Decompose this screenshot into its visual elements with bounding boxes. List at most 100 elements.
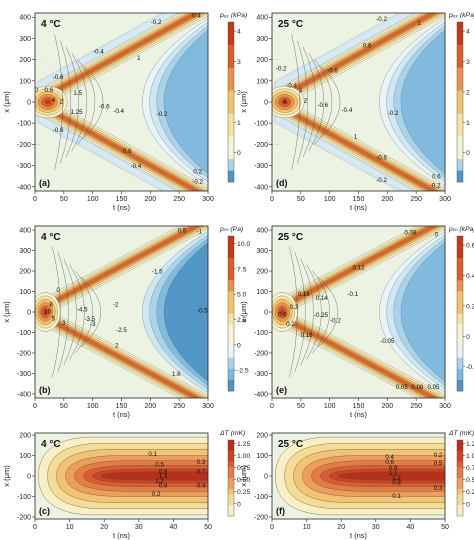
y-tick-label: 100 [19, 78, 31, 85]
x-tick-label: 100 [87, 196, 99, 203]
chart-panel-f: 0.40.60.91.11.20.80.10.20.50.325 °C(f)0 1… [239, 430, 474, 540]
contour-line [294, 252, 306, 372]
contour-label: 0.3 [434, 485, 443, 492]
contour-line [308, 53, 324, 151]
colorbar-segment [457, 313, 463, 325]
heat-region [38, 436, 208, 516]
colorbar-frame [456, 21, 464, 183]
contour-label: -0.6 [53, 74, 64, 81]
colorbar-segment [457, 102, 463, 114]
y-tick-label: -300 [254, 163, 268, 170]
colorbar-frame [456, 235, 464, 392]
contour-label: -1.5 [152, 269, 163, 276]
colorbar-title: ΔT (mK) [448, 430, 474, 437]
wave-arm-band [35, 309, 201, 398]
contour-label: 0.5 [178, 228, 187, 235]
x-tick-label: 0 [33, 403, 37, 410]
colorbar-tick-label: 0 [466, 501, 470, 508]
colorbar-segment [457, 505, 463, 511]
colorbar: 0.6 0.4 0.2 0 -0.2 pₜₕ (kPa) [448, 226, 474, 392]
contour-label: -0.6 [376, 155, 387, 162]
colorbar-tick-label: 1.25 [466, 441, 474, 448]
y-tick-label: 200 [256, 433, 268, 440]
x-tick-label: 20 [100, 524, 108, 531]
negative-region [379, 231, 445, 393]
wave-arm-band [272, 98, 441, 191]
y-tick-label: -300 [17, 371, 31, 378]
contour-line [77, 59, 96, 145]
x-axis-label: t (ns) [113, 410, 131, 419]
x-tick-label: 0 [33, 196, 37, 203]
contour-line [314, 59, 333, 145]
colorbar-segment [457, 450, 463, 457]
wave-arm-band [272, 13, 445, 110]
colorbar-tick-label: 1.00 [466, 453, 474, 460]
outer-negative-band [37, 13, 178, 91]
source-contour [279, 308, 285, 316]
colorbar-segment [457, 335, 463, 348]
contour-line [54, 34, 63, 170]
heat-region [275, 436, 445, 516]
colorbar-tick-label: 0.6 [466, 243, 474, 250]
x-tick-label: 20 [337, 524, 345, 531]
colorbar-segment [228, 450, 234, 457]
colorbar-tick-label: 2.5 [237, 317, 247, 324]
wave-arm-band [272, 13, 441, 106]
colorbar-tick-label: 1 [466, 120, 470, 127]
colorbar-segment [228, 102, 234, 114]
y-tick-label: -100 [17, 121, 31, 128]
colorbar-tick-label: 10.0 [237, 241, 250, 248]
y-tick-label: -100 [254, 121, 268, 128]
y-tick-label: 0 [27, 310, 31, 317]
temperature-label: 4 °C [41, 232, 61, 243]
x-tick-label: 100 [324, 403, 336, 410]
colorbar-segment [457, 159, 463, 171]
contour-line [302, 46, 316, 158]
colorbar-segment [228, 467, 234, 473]
colorbar-segment [457, 324, 463, 336]
colorbar-segment [228, 472, 234, 479]
x-tick-label: 250 [410, 196, 422, 203]
x-tick-label: 200 [144, 196, 156, 203]
y-tick-label: -400 [254, 391, 268, 398]
colorbar-segment [457, 445, 463, 452]
colorbar-tick-label: 0.25 [466, 489, 474, 496]
y-tick-label: 400 [19, 15, 31, 22]
contour-label: 0.5 [434, 460, 443, 467]
colorbar-segment [228, 56, 234, 69]
panel-label: (a) [39, 178, 50, 188]
outer-negative-band [274, 13, 415, 91]
contour-label: 0.4 [197, 483, 206, 490]
colorbar-segment [457, 467, 463, 473]
panel-label: (c) [39, 506, 50, 516]
wave-arm-band [35, 96, 207, 191]
contour-label: 1 [417, 20, 421, 27]
contour-label: 0 [56, 287, 60, 294]
colorbar-segment [228, 483, 234, 490]
x-tick-label: 50 [297, 196, 305, 203]
contour-line [65, 46, 79, 158]
heat-contour-band [101, 471, 208, 481]
source-contour [281, 99, 288, 105]
temperature-label: 25 °C [278, 19, 303, 30]
wave-arm-band [35, 13, 204, 106]
x-tick-label: 50 [60, 403, 68, 410]
negative-contour-band [163, 29, 208, 175]
colorbar-tick-label: 7.5 [237, 266, 247, 273]
y-tick-label: 300 [256, 36, 268, 43]
colorbar-segment [457, 44, 463, 57]
contour-label: 4 [283, 98, 287, 105]
contour-label: 0 [435, 232, 439, 239]
y-tick-label: 100 [19, 453, 31, 460]
contour-label: 0.6 [363, 42, 372, 49]
contour-line [69, 264, 85, 360]
colorbar-segment [228, 302, 234, 314]
y-tick-label: 300 [256, 248, 268, 255]
colorbar: 1.25 1.00 0.75 0.50 0.25 0 ΔT (mK) [448, 430, 474, 517]
colorbar-tick-label: 0 [237, 150, 241, 157]
colorbar-segment [228, 494, 234, 501]
temperature-label: 25 °C [278, 439, 303, 450]
contour-label: 0.2 [193, 168, 202, 175]
contour-label: 0.7 [197, 468, 206, 475]
